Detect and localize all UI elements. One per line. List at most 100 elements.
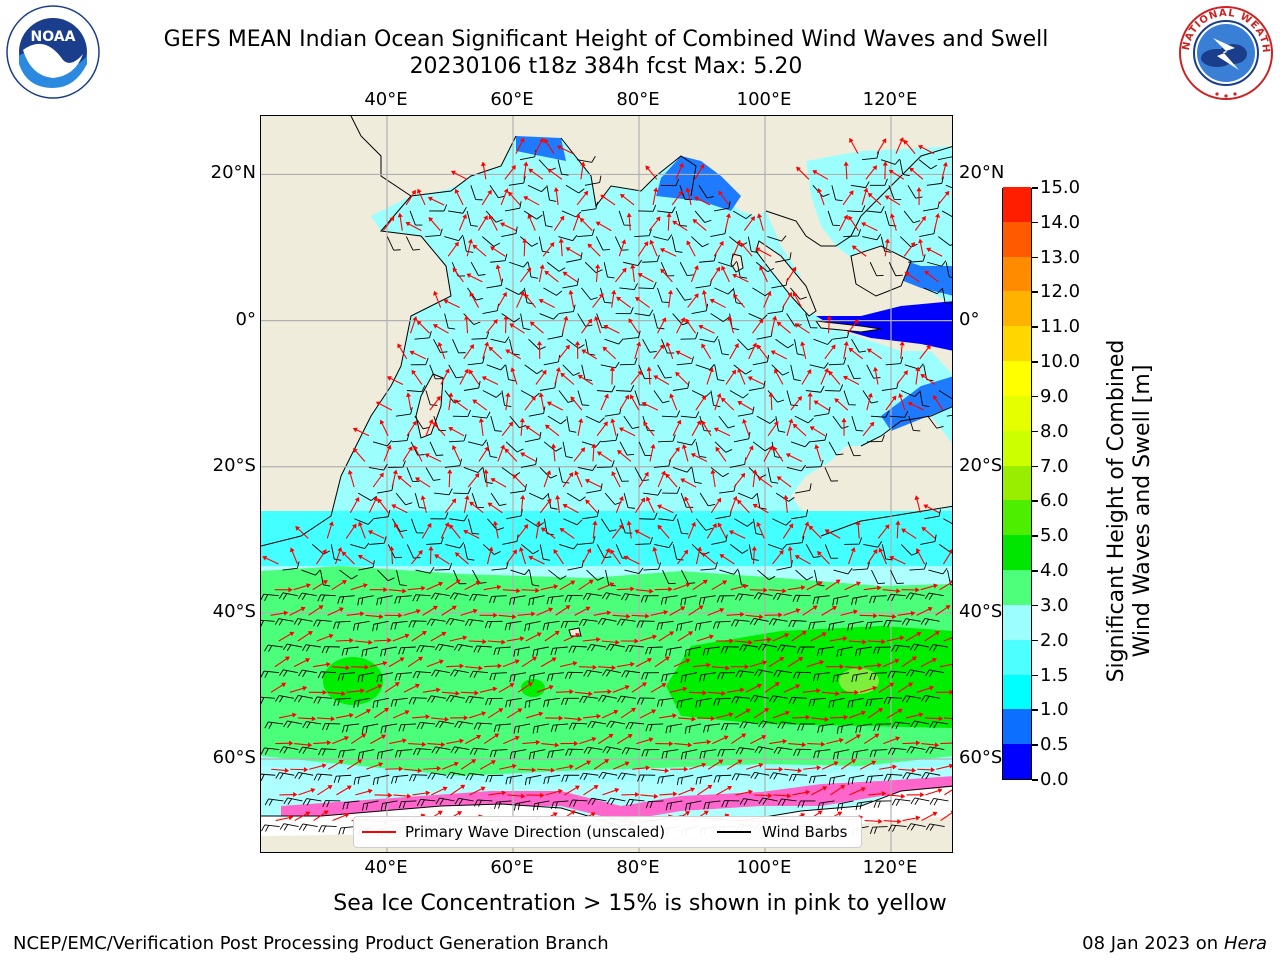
wave-arrow (469, 787, 485, 796)
wind-barb (828, 774, 846, 786)
wave-arrow (865, 166, 877, 180)
wave-arrow-head (562, 503, 568, 509)
wave-arrow (354, 640, 371, 644)
wave-arrow (713, 242, 723, 257)
wave-arrow (562, 473, 573, 488)
wave-arrow-head (909, 167, 915, 173)
wind-barb (777, 644, 796, 652)
wave-arrow (675, 164, 683, 180)
wave-arrow (458, 215, 466, 231)
wind-barb (945, 262, 952, 278)
wave-direction-arrows (262, 137, 952, 825)
wave-arrow (795, 323, 810, 334)
wind-barb (855, 723, 873, 734)
wave-arrow (716, 448, 727, 462)
wave-arrow (598, 734, 613, 745)
wind-barb (578, 536, 596, 545)
wind-barb (298, 823, 318, 831)
wind-barb (645, 646, 663, 655)
wave-arrow (711, 666, 728, 669)
wave-arrow-head (652, 546, 658, 552)
wave-arrow (844, 666, 861, 669)
wave-arrow (692, 664, 709, 668)
wave-arrow-head (405, 392, 412, 398)
wave-arrow-head (579, 217, 585, 223)
wave-arrow-head (352, 427, 358, 433)
wave-arrow (537, 768, 554, 771)
wave-arrow-head (715, 266, 721, 272)
wave-arrow (331, 580, 346, 591)
wave-arrow (460, 759, 475, 770)
wave-arrow-head (669, 631, 675, 636)
wave-arrow-head (488, 546, 494, 552)
wave-arrow-head (455, 690, 460, 696)
wave-arrow (525, 294, 537, 308)
wave-arrow (540, 585, 557, 591)
wind-barb (824, 544, 838, 559)
wind-barb (625, 644, 644, 653)
wave-arrow-head (752, 503, 758, 509)
wave-arrow (611, 291, 615, 308)
wave-arrow (614, 268, 626, 283)
wave-arrow-head (415, 608, 421, 614)
wave-arrow-head (512, 763, 517, 769)
wind-barb (712, 620, 731, 629)
wave-arrow (525, 712, 542, 719)
wave-arrow (464, 666, 481, 669)
wind-barb (695, 363, 715, 370)
wave-arrow (768, 657, 783, 668)
wind-barb (582, 509, 600, 520)
wave-arrow-head (878, 707, 884, 713)
wave-arrow (811, 786, 826, 796)
wave-arrow (878, 683, 893, 693)
wave-arrow (692, 453, 708, 462)
wave-arrow (612, 762, 629, 770)
wave-arrow (593, 611, 610, 616)
wind-barb (734, 518, 754, 527)
wave-arrow-head (478, 417, 484, 423)
wind-barb (509, 261, 529, 268)
wind-barb (509, 339, 520, 356)
wave-arrow-head (520, 452, 526, 458)
wave-arrow (646, 498, 655, 513)
wind-barb (870, 410, 890, 418)
wave-arrow-head (774, 682, 780, 687)
wind-barb (546, 261, 566, 272)
wave-arrow (289, 687, 306, 693)
wind-barb (735, 670, 755, 678)
wave-arrow (427, 743, 444, 746)
wave-arrow-head (889, 555, 895, 561)
wind-barb (528, 595, 545, 606)
wind-barb (380, 800, 398, 811)
nws-logo: NATIONAL WEATHER SERVICE (1177, 4, 1273, 100)
wave-arrow (677, 550, 688, 565)
wind-barb (408, 697, 427, 705)
wave-arrow-head (421, 741, 427, 747)
wave-arrow (500, 189, 508, 206)
wave-arrow-head (627, 734, 633, 739)
wind-barb (598, 771, 618, 780)
wave-arrow (429, 397, 441, 411)
wave-arrow-head (839, 664, 844, 670)
wave-arrow-head (773, 446, 778, 452)
wave-arrow-head (835, 690, 840, 697)
wave-arrow (555, 690, 572, 693)
wave-arrow-head (804, 521, 810, 527)
wind-barb (919, 390, 930, 408)
wave-arrow-head (797, 767, 803, 774)
wind-barb (685, 800, 702, 811)
wave-arrow-head (327, 785, 333, 790)
wave-arrow (820, 369, 828, 385)
wave-arrow-head (328, 521, 334, 527)
wave-arrow (597, 583, 613, 591)
wave-arrow (442, 762, 458, 770)
wave-arrow (345, 524, 356, 539)
wave-arrow-head (752, 342, 757, 348)
wind-barb (520, 457, 538, 468)
wave-arrow-head (510, 367, 516, 373)
wind-barb (601, 433, 619, 443)
wind-barb (368, 463, 388, 471)
wind-barb (758, 720, 778, 728)
wind-barb (542, 210, 553, 228)
wind-barb (353, 697, 370, 708)
